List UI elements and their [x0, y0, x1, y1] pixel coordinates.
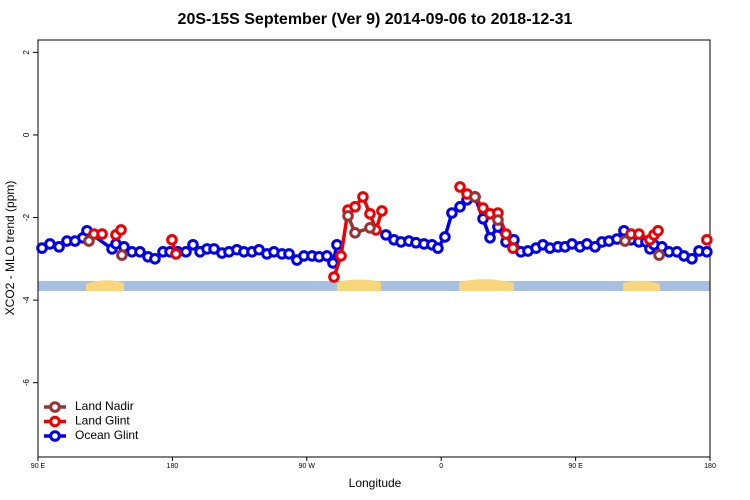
point [331, 238, 343, 251]
legend-label: Land Nadir [75, 399, 134, 413]
point [653, 249, 665, 261]
point [380, 229, 392, 241]
point [349, 201, 361, 213]
land-strip [459, 279, 514, 291]
y-tick-label: -6 [22, 379, 31, 387]
x-tick-label: 90 E [568, 463, 583, 470]
point [283, 248, 295, 260]
x-tick-label: 0 [439, 463, 443, 470]
x-axis-label: Longitude [349, 476, 402, 490]
point [652, 224, 664, 237]
point [432, 242, 444, 254]
point [507, 242, 519, 254]
legend-swatch-marker [49, 401, 61, 413]
point [116, 249, 128, 261]
point [701, 246, 713, 258]
point [446, 207, 458, 219]
point [619, 235, 631, 247]
point [327, 257, 339, 269]
point [44, 238, 56, 250]
point [500, 228, 512, 240]
point [454, 181, 466, 193]
point [492, 214, 504, 226]
legend-swatch-marker [49, 430, 61, 442]
series-line [94, 187, 707, 277]
x-tick-label: 90 W [299, 463, 316, 470]
point [686, 253, 698, 265]
point [364, 222, 376, 234]
point [180, 246, 192, 258]
point [454, 201, 466, 213]
point [349, 227, 361, 239]
point [342, 210, 354, 222]
point [701, 234, 713, 246]
point [115, 224, 127, 236]
point [439, 231, 451, 243]
legend-label: Ocean Glint [75, 428, 139, 442]
point [321, 250, 333, 262]
surface-band [38, 279, 710, 291]
legend-label: Land Glint [75, 414, 130, 428]
point [53, 241, 65, 253]
x-tick-label: 180 [167, 463, 179, 470]
x-tick-label: 90 E [31, 463, 46, 470]
point [134, 246, 146, 258]
y-tick-label: 2 [22, 50, 31, 55]
land-strip [623, 280, 660, 291]
y-axis-label: XCO2 - MLO trend (ppm) [3, 181, 17, 316]
y-tick-label: -2 [22, 213, 31, 221]
point [376, 205, 388, 217]
point [469, 191, 481, 203]
point [328, 271, 340, 283]
point [166, 234, 178, 246]
point [357, 191, 369, 203]
point [170, 248, 182, 260]
y-tick-label: 0 [22, 132, 31, 137]
x-tick-label: 180 [704, 463, 716, 470]
point [484, 231, 496, 244]
y-tick-label: -4 [22, 296, 31, 304]
point [187, 238, 199, 251]
land-strip [86, 280, 124, 291]
point [477, 202, 489, 214]
point [335, 250, 347, 262]
point [149, 253, 161, 265]
chart-title: 20S-15S September (Ver 9) 2014-09-06 to … [178, 11, 573, 28]
land-strip [337, 279, 381, 291]
point [364, 208, 376, 220]
point [96, 228, 108, 240]
point [83, 235, 95, 247]
point [633, 228, 645, 240]
legend-swatch-marker [49, 415, 61, 428]
